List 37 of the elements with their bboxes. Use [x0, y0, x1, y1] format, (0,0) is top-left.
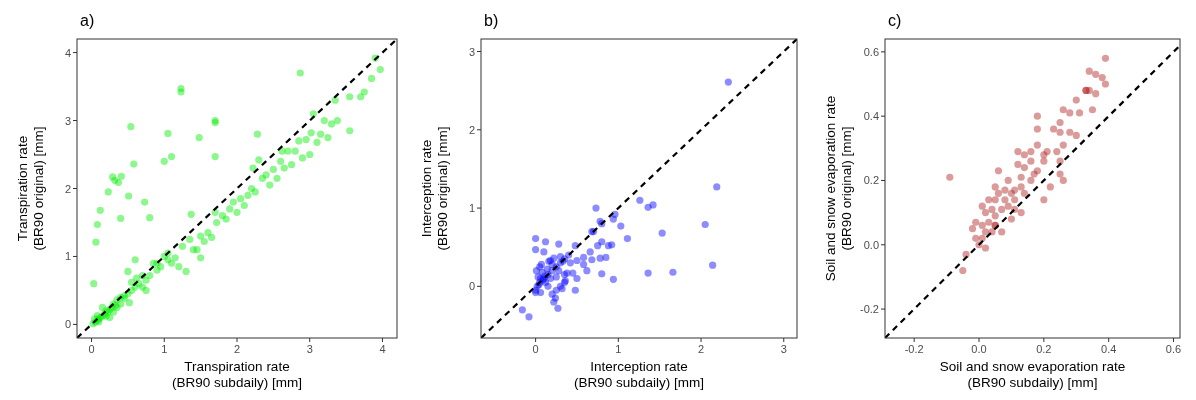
chart-title: b)	[484, 12, 499, 29]
y-tick-label: 1	[468, 202, 475, 215]
x-tick-label: 0.2	[1036, 343, 1052, 355]
x-tick-label: 2	[233, 343, 241, 355]
x-tick-label: 2	[697, 343, 705, 355]
x-tick-label: 1	[161, 343, 168, 355]
x-axis-title: Soil and snow evaporation rate (BR90 subdaily) [mm]	[939, 359, 1126, 390]
y-axis-title: Soil and snow evaporation rate (BR90 original) [mm]	[823, 95, 854, 282]
y-tick-label: 2	[64, 182, 71, 195]
y-axis-title: Transpiration rate (BR90 original) [mm]	[15, 126, 46, 251]
y-tick-label: 0.4	[863, 110, 879, 123]
y-tick-label: 4	[64, 46, 71, 59]
x-tick-label: 3	[306, 343, 313, 355]
x-axis-title: Transpiration rate (BR90 subdaily) [mm]	[172, 359, 302, 390]
x-tick-label: 4	[379, 343, 386, 355]
y-tick-label: 0	[64, 318, 71, 331]
y-tick-label: -0.2	[860, 303, 879, 316]
x-tick-label: -0.2	[904, 343, 924, 355]
x-tick-label: 0.0	[971, 343, 987, 355]
x-tick-label: 3	[780, 343, 787, 355]
y-tick-label: 2	[468, 123, 475, 136]
x-tick-label: 0	[88, 343, 95, 355]
y-tick-label: 3	[64, 114, 71, 127]
y-tick-label: 0.2	[863, 174, 879, 187]
y-tick-label: 0	[468, 280, 475, 293]
y-axis-title: Interception rate (BR90 original) [mm]	[419, 126, 450, 251]
x-tick-label: 1	[615, 343, 622, 355]
y-tick-label: 0.6	[863, 45, 879, 58]
x-axis-title: Interception rate (BR90 subdaily) [mm]	[574, 359, 704, 390]
x-tick-label: 0.4	[1101, 343, 1117, 355]
chart-title: a)	[80, 12, 95, 29]
chart-title: c)	[888, 12, 902, 29]
y-tick-label: 3	[468, 45, 475, 58]
x-tick-label: 0.6	[1165, 343, 1182, 355]
x-tick-label: 0	[532, 343, 539, 355]
y-tick-label: 1	[64, 250, 71, 263]
y-tick-label: 0.0	[863, 238, 879, 251]
